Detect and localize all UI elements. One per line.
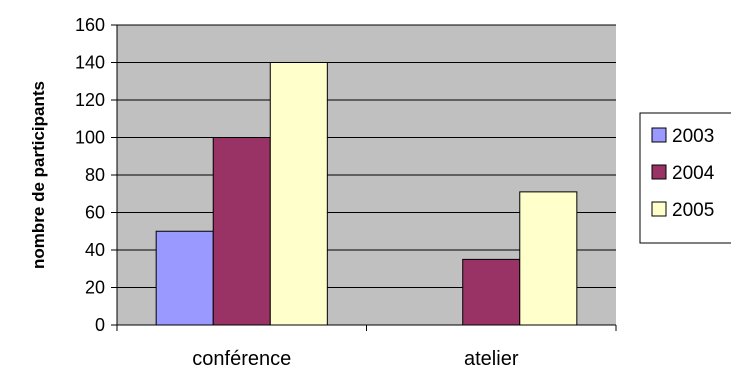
legend: 2003 2004 2005 (640, 113, 731, 243)
y-axis-tick-labels: 0 20 40 60 80 100 120 140 160 (75, 15, 105, 335)
y-tick-label: 120 (75, 90, 105, 110)
bar-2005-1 (520, 192, 577, 325)
legend-swatch-2003 (652, 128, 666, 142)
y-tick-label: 0 (95, 315, 105, 335)
bar-2003-0 (156, 231, 213, 325)
y-tick-label: 140 (75, 53, 105, 73)
x-category-label: conférence (192, 348, 291, 370)
y-tick-label: 20 (85, 278, 105, 298)
y-tick-label: 80 (85, 165, 105, 185)
y-tick-label: 160 (75, 15, 105, 35)
legend-swatch-2005 (652, 202, 666, 216)
legend-label: 2004 (672, 163, 715, 184)
y-tick-label: 40 (85, 240, 105, 260)
legend-swatch-2004 (652, 165, 666, 179)
bar-2004-1 (463, 259, 520, 325)
y-tick-label: 100 (75, 128, 105, 148)
legend-label: 2003 (672, 126, 714, 147)
x-category-label: atelier (464, 348, 519, 370)
bar-2005-0 (270, 63, 327, 326)
x-axis-category-labels: conférence atelier (192, 348, 519, 370)
legend-label: 2005 (672, 200, 714, 221)
bar-2004-0 (213, 138, 270, 326)
y-tick-label: 60 (85, 203, 105, 223)
y-axis-title: nombre de participants (29, 81, 48, 269)
